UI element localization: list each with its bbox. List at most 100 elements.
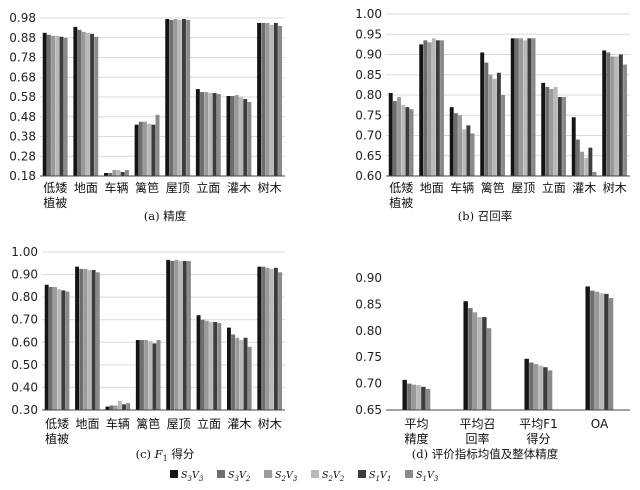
- bar-S1V3-cat1: [94, 36, 99, 177]
- bar-S3V2-cat3: [140, 340, 144, 410]
- legend-swatch: [217, 470, 225, 478]
- bar-S2V2-cat4: [523, 40, 528, 176]
- bar-S1V3-cat0: [409, 109, 414, 176]
- bar-S2V3-cat6: [580, 151, 584, 176]
- bar-S2V2-cat5: [208, 93, 213, 176]
- bar-S3V3-cat4: [166, 259, 171, 410]
- bar-S2V3-cat2: [533, 364, 539, 410]
- bar-S2V3-cat0: [397, 97, 401, 176]
- bar-S2V2-cat7: [614, 56, 619, 176]
- y-tick-label: 0.70: [11, 313, 38, 327]
- bar-S3V3-cat1: [73, 26, 78, 176]
- bar-S3V3-cat2: [524, 358, 529, 410]
- category-label: 灌木: [227, 181, 251, 195]
- y-tick-label: 1.00: [11, 245, 38, 259]
- bar-S3V2-cat4: [170, 261, 175, 410]
- bar-S1V3-cat1: [95, 272, 100, 410]
- bar-S1V1-cat3: [152, 343, 157, 410]
- bar-S3V3-cat1: [419, 44, 424, 177]
- bar-S3V2-cat5: [545, 86, 550, 176]
- category-label: 灌木: [227, 417, 251, 431]
- category-label: 地面: [420, 181, 444, 195]
- category-label: 平均F1: [519, 417, 558, 431]
- bar-S3V3-cat3: [585, 286, 590, 410]
- legend-label: S3V3: [181, 470, 204, 483]
- bar-S2V2-cat4: [178, 261, 183, 410]
- category-label: 地面: [76, 417, 100, 431]
- y-tick-label: 0.75: [355, 350, 382, 364]
- bar-S3V2-cat2: [108, 173, 113, 176]
- bar-S1V1-cat0: [421, 386, 426, 410]
- bar-S3V2-cat1: [79, 268, 84, 410]
- bar-S1V3-cat3: [608, 298, 614, 410]
- bar-S3V2-cat2: [109, 405, 114, 410]
- bar-S3V3-cat1: [75, 266, 80, 410]
- bar-S1V3-cat0: [425, 388, 431, 410]
- bar-S1V3-cat5: [562, 97, 567, 176]
- bar-S2V3-cat7: [610, 56, 615, 176]
- bar-S2V2-cat3: [599, 293, 604, 410]
- legend-swatch: [170, 470, 178, 478]
- category-label: 植被: [43, 195, 67, 210]
- bar-S2V3-cat7: [265, 267, 270, 410]
- category-label: 平均召: [459, 417, 495, 431]
- bar-S3V3-cat5: [541, 82, 546, 176]
- category-label: 树木: [603, 180, 627, 195]
- bar-S1V3-cat2: [124, 170, 129, 176]
- category-label: 低矮: [389, 181, 413, 195]
- bar-S1V3-cat7: [623, 64, 628, 177]
- bar-S3V2-cat5: [200, 319, 205, 410]
- bar-S2V2-cat2: [538, 365, 543, 410]
- bar-S2V2-cat7: [269, 268, 274, 410]
- bar-S1V1-cat0: [405, 107, 410, 176]
- category-label: 低矮: [45, 417, 69, 431]
- y-tick-label: 0.68: [9, 70, 36, 84]
- bar-S2V2-cat5: [209, 321, 213, 410]
- y-tick-label: 0.98: [9, 11, 36, 25]
- legend-swatch: [311, 470, 319, 478]
- bar-S1V1-cat5: [212, 93, 217, 176]
- category-label: 平均: [404, 417, 428, 431]
- category-label: 树木: [258, 416, 282, 431]
- bar-S3V2-cat1: [77, 29, 82, 176]
- chart-precision: 0.18 0.28 0.38 0.48 0.58 0.68 0.78 0.88 0.98 低矮植被…: [9, 11, 285, 210]
- bar-S1V3-cat2: [470, 133, 475, 176]
- bar-S2V3-cat2: [112, 170, 117, 176]
- bar-S1V1-cat3: [604, 293, 609, 410]
- category-label: 篱笆: [135, 180, 159, 195]
- bar-S3V2-cat2: [529, 362, 534, 410]
- bar-S1V1-cat4: [182, 261, 187, 410]
- y-tick-label: 0.90: [11, 268, 38, 282]
- bar-S1V1-cat3: [151, 124, 156, 176]
- y-tick-label: 0.58: [9, 90, 36, 104]
- bar-S2V3-cat3: [488, 74, 493, 176]
- y-tick-label: 0.85: [355, 297, 382, 311]
- bar-S1V3-cat6: [247, 101, 252, 176]
- bar-S2V3-cat3: [143, 121, 147, 176]
- legend-label: S1V1: [369, 470, 391, 483]
- bar-S3V3-cat0: [388, 92, 393, 176]
- bar-S1V1-cat5: [557, 97, 562, 176]
- bar-S1V3-cat0: [65, 291, 70, 410]
- bar-S3V2-cat4: [169, 19, 174, 176]
- bar-S2V3-cat4: [173, 18, 178, 176]
- legend-label: S2V2: [322, 470, 345, 483]
- bar-S3V2-cat3: [138, 121, 143, 176]
- bar-S3V3-cat4: [165, 18, 170, 176]
- y-tick-label: 0.70: [355, 129, 382, 143]
- bar-S1V1-cat0: [59, 36, 64, 177]
- bar-S2V2-cat0: [57, 289, 62, 410]
- bar-S2V2-cat2: [117, 400, 122, 410]
- bar-S3V2-cat0: [46, 34, 51, 176]
- category-label: 立面: [197, 416, 221, 431]
- bar-S1V1-cat7: [618, 54, 623, 176]
- bar-S1V1-cat7: [273, 22, 278, 176]
- y-tick-label: 0.95: [355, 27, 382, 41]
- bar-S1V3-cat2: [126, 403, 131, 410]
- category-label: 篱笆: [481, 180, 505, 195]
- bar-S1V1-cat2: [466, 125, 471, 177]
- bar-S3V2-cat0: [392, 101, 397, 176]
- caption-a: (a) 精度: [144, 209, 187, 223]
- bar-S2V2-cat4: [177, 19, 182, 176]
- bar-S2V2-cat3: [147, 123, 152, 176]
